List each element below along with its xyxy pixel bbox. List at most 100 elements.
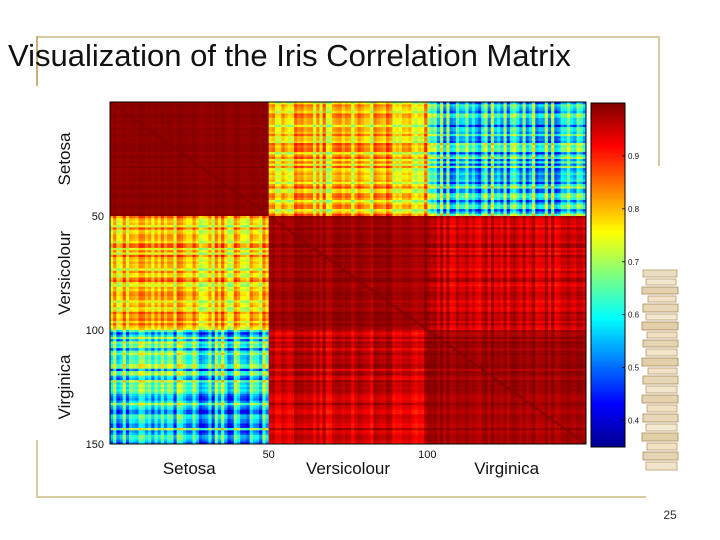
heatmap-cell bbox=[135, 173, 139, 176]
heatmap-cell bbox=[431, 141, 435, 144]
heatmap-cell bbox=[389, 173, 393, 176]
heatmap-cell bbox=[307, 159, 311, 162]
heatmap-cell bbox=[294, 166, 298, 169]
heatmap-cell bbox=[373, 148, 377, 151]
heatmap-cell bbox=[164, 129, 168, 132]
heatmap-cell bbox=[405, 145, 409, 148]
heatmap-cell bbox=[408, 104, 412, 107]
heatmap-cell bbox=[338, 113, 342, 116]
heatmap-cell bbox=[231, 143, 235, 146]
heatmap-cell bbox=[545, 170, 549, 173]
heatmap-cell bbox=[469, 166, 473, 169]
heatmap-cell bbox=[418, 154, 422, 157]
heatmap-cell bbox=[500, 113, 504, 116]
heatmap-cell bbox=[484, 152, 488, 155]
heatmap-cell bbox=[326, 127, 330, 130]
heatmap-cell bbox=[240, 159, 244, 162]
heatmap-cell bbox=[421, 123, 425, 126]
heatmap-cell bbox=[561, 166, 565, 169]
heatmap-cell bbox=[297, 116, 301, 119]
heatmap-cell bbox=[132, 148, 136, 151]
heatmap-cell bbox=[246, 152, 250, 155]
heatmap-cell bbox=[227, 157, 231, 160]
heatmap-cell bbox=[427, 113, 431, 116]
heatmap-cell bbox=[500, 161, 504, 164]
heatmap-cell bbox=[475, 173, 479, 176]
heatmap-cell bbox=[456, 143, 460, 146]
heatmap-cell bbox=[294, 157, 298, 160]
heatmap-cell bbox=[154, 111, 158, 114]
heatmap-cell bbox=[234, 120, 238, 123]
heatmap-cell bbox=[500, 120, 504, 123]
heatmap-cell bbox=[465, 118, 469, 121]
heatmap-cell bbox=[465, 134, 469, 137]
heatmap-cell bbox=[519, 175, 523, 178]
heatmap-cell bbox=[557, 123, 561, 126]
heatmap-cell bbox=[516, 129, 520, 132]
heatmap-cell bbox=[177, 177, 181, 180]
heatmap-cell bbox=[193, 152, 197, 155]
heatmap-cell bbox=[554, 125, 558, 128]
heatmap-cell bbox=[186, 123, 190, 126]
heatmap-cell bbox=[189, 132, 193, 135]
heatmap-cell bbox=[259, 104, 263, 107]
heatmap-cell bbox=[269, 138, 273, 141]
heatmap-cell bbox=[231, 129, 235, 132]
heatmap-cell bbox=[386, 125, 390, 128]
heatmap-cell bbox=[135, 166, 139, 169]
heatmap-cell bbox=[148, 134, 152, 137]
heatmap-cell bbox=[472, 152, 476, 155]
heatmap-cell bbox=[561, 138, 565, 141]
heatmap-cell bbox=[237, 148, 241, 151]
heatmap-cell bbox=[186, 150, 190, 153]
heatmap-cell bbox=[415, 164, 419, 167]
heatmap-cell bbox=[120, 145, 124, 148]
heatmap-cell bbox=[465, 141, 469, 144]
heatmap-cell bbox=[532, 129, 536, 132]
heatmap-cell bbox=[167, 118, 171, 121]
heatmap-cell bbox=[304, 138, 308, 141]
heatmap-cell bbox=[135, 159, 139, 162]
heatmap-cell bbox=[256, 157, 260, 160]
heatmap-cell bbox=[472, 116, 476, 119]
heatmap-cell bbox=[567, 113, 571, 116]
heatmap-cell bbox=[212, 159, 216, 162]
heatmap-cell bbox=[120, 104, 124, 107]
heatmap-cell bbox=[472, 143, 476, 146]
heatmap-cell bbox=[421, 173, 425, 176]
heatmap-cell bbox=[354, 125, 358, 128]
heatmap-cell bbox=[348, 159, 352, 162]
heatmap-cell bbox=[335, 166, 339, 169]
heatmap-cell bbox=[564, 154, 568, 157]
heatmap-cell bbox=[170, 136, 174, 139]
heatmap-cell bbox=[294, 111, 298, 114]
heatmap-cell bbox=[576, 175, 580, 178]
heatmap-cell bbox=[148, 164, 152, 167]
heatmap-cell bbox=[500, 109, 504, 112]
heatmap-cell bbox=[500, 129, 504, 132]
heatmap-cell bbox=[139, 129, 143, 132]
heatmap-cell bbox=[570, 168, 574, 171]
heatmap-cell bbox=[269, 107, 273, 110]
heatmap-cell bbox=[557, 107, 561, 110]
heatmap-cell bbox=[173, 116, 177, 119]
heatmap-cell bbox=[221, 111, 225, 114]
heatmap-cell bbox=[180, 127, 184, 130]
heatmap-cell bbox=[348, 143, 352, 146]
heatmap-cell bbox=[358, 164, 362, 167]
heatmap-cell bbox=[221, 168, 225, 171]
heatmap-cell bbox=[234, 143, 238, 146]
heatmap-cell bbox=[329, 138, 333, 141]
heatmap-cell bbox=[212, 148, 216, 151]
heatmap-cell bbox=[519, 157, 523, 160]
heatmap-cell bbox=[291, 123, 295, 126]
heatmap-cell bbox=[205, 148, 209, 151]
heatmap-cell bbox=[367, 145, 371, 148]
heatmap-cell bbox=[424, 136, 428, 139]
heatmap-cell bbox=[383, 136, 387, 139]
heatmap-cell bbox=[300, 173, 304, 176]
heatmap-cell bbox=[431, 134, 435, 137]
heatmap-cell bbox=[431, 166, 435, 169]
heatmap-cell bbox=[551, 161, 555, 164]
heatmap-cell bbox=[361, 161, 365, 164]
